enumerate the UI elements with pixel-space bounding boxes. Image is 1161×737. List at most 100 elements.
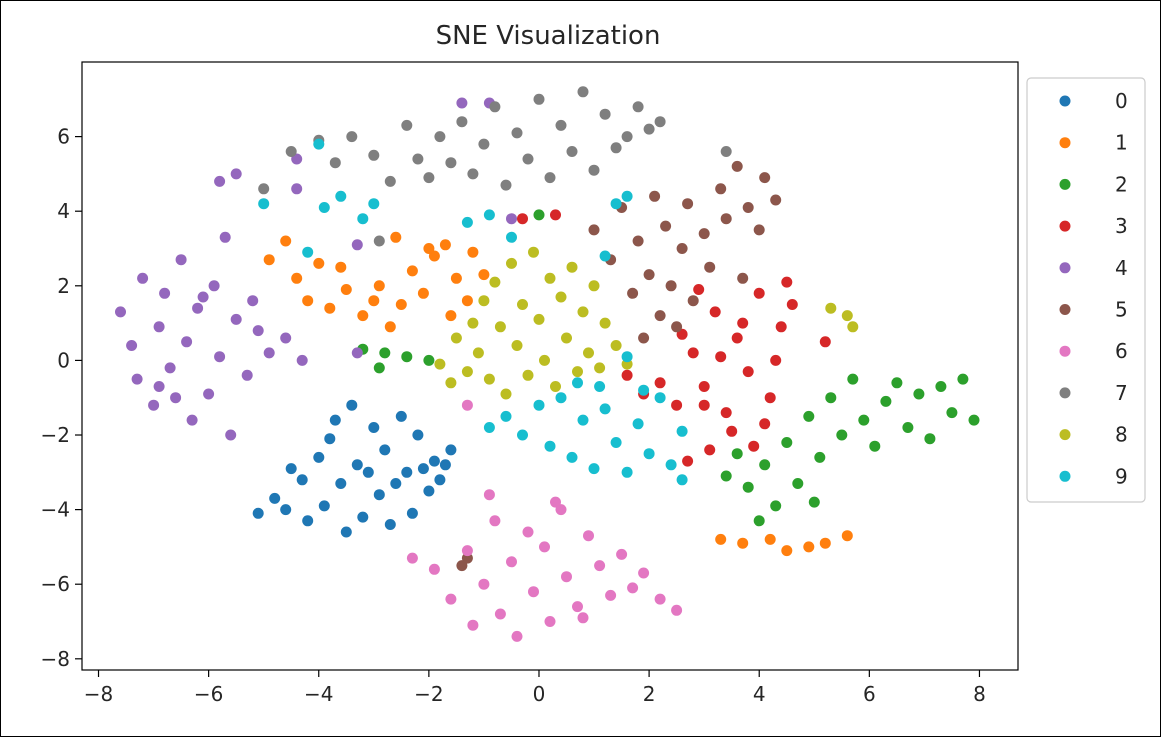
- point-class-3: [698, 381, 710, 392]
- point-class-4: [170, 392, 182, 404]
- point-class-3: [819, 336, 831, 348]
- point-class-7: [533, 93, 545, 105]
- point-class-0: [379, 444, 391, 456]
- point-class-3: [621, 369, 633, 381]
- x-tick-label: 8: [973, 682, 986, 706]
- point-class-6: [583, 530, 594, 542]
- x-tick-label: −6: [194, 682, 223, 706]
- point-class-4: [506, 213, 517, 225]
- point-class-1: [368, 295, 380, 307]
- x-tick-label: −8: [84, 682, 113, 706]
- point-class-1: [417, 287, 429, 299]
- legend-label-5: 5: [1115, 298, 1128, 322]
- point-class-9: [483, 422, 495, 433]
- point-class-0: [406, 507, 418, 519]
- point-class-8: [561, 332, 572, 344]
- point-class-9: [577, 414, 589, 426]
- point-class-7: [401, 119, 413, 131]
- point-class-6: [550, 496, 561, 508]
- point-class-9: [621, 351, 633, 363]
- point-class-1: [291, 272, 303, 284]
- point-class-3: [709, 306, 721, 318]
- point-class-2: [836, 429, 848, 441]
- point-class-8: [583, 347, 594, 359]
- point-class-2: [891, 377, 903, 389]
- point-class-7: [610, 142, 622, 154]
- point-class-3: [786, 299, 798, 310]
- point-class-2: [858, 414, 870, 426]
- point-class-6: [605, 589, 617, 601]
- point-class-0: [285, 463, 297, 475]
- point-class-0: [445, 444, 457, 456]
- point-class-5: [632, 235, 644, 247]
- point-class-3: [759, 418, 771, 430]
- point-class-1: [803, 541, 815, 553]
- point-class-6: [506, 556, 517, 568]
- point-class-4: [186, 414, 198, 426]
- point-class-2: [902, 422, 914, 433]
- point-class-9: [302, 246, 314, 258]
- point-class-0: [329, 414, 341, 426]
- point-class-9: [621, 466, 633, 478]
- point-class-8: [483, 373, 495, 385]
- point-class-2: [401, 351, 413, 363]
- point-class-5: [737, 272, 749, 284]
- point-class-8: [572, 366, 583, 378]
- point-class-1: [313, 257, 325, 269]
- point-class-7: [522, 153, 534, 165]
- point-class-3: [764, 392, 776, 404]
- point-class-9: [654, 392, 666, 404]
- point-class-8: [445, 377, 457, 389]
- point-class-7: [434, 131, 446, 143]
- point-class-9: [483, 209, 495, 221]
- point-class-9: [544, 440, 556, 452]
- point-class-2: [869, 440, 881, 452]
- point-class-5: [456, 560, 468, 572]
- point-class-3: [748, 440, 760, 452]
- point-class-7: [720, 146, 732, 157]
- point-class-1: [263, 254, 275, 266]
- point-class-9: [676, 425, 688, 437]
- point-class-1: [819, 537, 831, 549]
- point-class-8: [528, 246, 539, 258]
- point-class-7: [258, 183, 270, 195]
- point-class-7: [599, 108, 611, 120]
- legend: 0 1 2 3 4 5 6 7 8 9: [1026, 77, 1146, 503]
- point-class-6: [561, 571, 572, 583]
- point-class-4: [192, 302, 204, 314]
- legend-label-9: 9: [1115, 464, 1128, 488]
- point-class-7: [555, 119, 567, 131]
- point-class-0: [252, 507, 264, 519]
- point-class-8: [555, 291, 567, 303]
- point-class-5: [627, 287, 639, 299]
- point-class-4: [197, 291, 209, 303]
- point-class-6: [406, 552, 418, 564]
- point-class-5: [660, 220, 672, 232]
- point-class-4: [126, 340, 138, 351]
- point-class-0: [351, 459, 363, 471]
- point-class-2: [781, 437, 793, 448]
- point-class-3: [687, 347, 699, 359]
- point-class-9: [566, 451, 578, 463]
- point-class-9: [610, 437, 622, 448]
- point-class-2: [814, 451, 826, 463]
- point-class-8: [489, 276, 501, 288]
- point-class-6: [478, 578, 490, 590]
- point-class-2: [753, 515, 765, 527]
- point-class-7: [346, 131, 358, 143]
- point-class-4: [247, 295, 259, 307]
- point-class-7: [329, 157, 341, 169]
- point-class-9: [665, 459, 677, 471]
- legend-label-3: 3: [1115, 214, 1128, 238]
- point-class-4: [291, 183, 303, 195]
- point-class-8: [577, 306, 589, 318]
- point-class-1: [324, 302, 336, 314]
- point-class-2: [759, 459, 771, 471]
- point-class-6: [428, 563, 440, 575]
- point-class-6: [654, 593, 666, 605]
- point-class-8: [847, 321, 859, 333]
- point-class-8: [599, 317, 611, 329]
- point-class-4: [225, 429, 237, 441]
- point-class-0: [401, 466, 413, 478]
- point-class-2: [803, 410, 815, 422]
